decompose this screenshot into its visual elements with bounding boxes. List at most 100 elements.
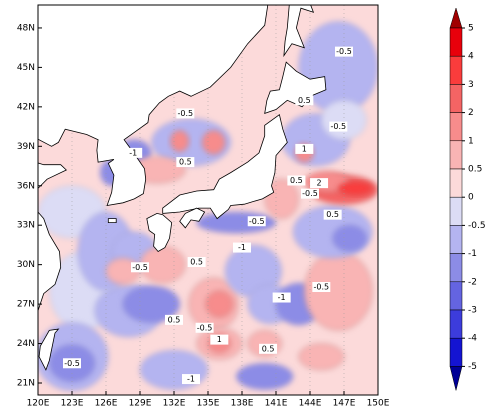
contour-label: 0.5 [179, 158, 192, 167]
anomaly-patch [205, 290, 234, 318]
anomaly-patch [122, 285, 180, 323]
colorbar-bin [449, 168, 463, 198]
colorbar-bin [449, 337, 463, 367]
contour-label: -0.5 [132, 263, 148, 272]
y-tick-label: 30N [17, 260, 35, 270]
contour-label-bg [130, 262, 149, 273]
colorbar-label: -3 [468, 306, 477, 316]
contour-label-bg [181, 374, 200, 385]
y-tick-label: 48N [17, 23, 35, 33]
y-tick-label: 42N [17, 102, 35, 112]
landmass [38, 5, 269, 312]
y-tick-label: 39N [17, 142, 35, 152]
anomaly-patch [170, 130, 189, 152]
x-tick-label: 141E [265, 399, 288, 408]
colorbar-label: -1 [468, 249, 477, 259]
contour-label-bg [334, 46, 353, 57]
x-tick-label: 138E [231, 399, 254, 408]
colorbar-bin [449, 84, 463, 113]
contour-label-bg [323, 209, 342, 220]
landmass [146, 212, 173, 253]
colorbar-label: -5 [468, 362, 477, 372]
colorbar-bin [449, 225, 463, 254]
contour-label-bg [272, 292, 291, 303]
colorbar-label: 0.5 [468, 165, 482, 175]
colorbar-bin [449, 196, 463, 226]
contour-label-bg [62, 358, 81, 369]
contour-label-bg [295, 143, 314, 154]
contour-label: -1 [129, 148, 137, 157]
y-tick-label: 21N [17, 379, 35, 389]
landmass [283, 5, 315, 58]
x-tick-label: 150E [367, 399, 390, 408]
contour-label: -0.5 [314, 283, 330, 292]
anomaly-patch [338, 181, 373, 196]
contour-label: -1 [187, 375, 195, 384]
contour-label-bg [187, 257, 206, 268]
anomaly-patch [202, 130, 226, 155]
x-tick-label: 126E [95, 399, 118, 408]
contour-label-bg [124, 147, 143, 158]
anomaly-patch [332, 225, 367, 252]
contour-label-bg [247, 216, 266, 227]
contour-label-bg [295, 95, 314, 106]
anomaly-patch [264, 178, 299, 219]
landmass [162, 114, 288, 220]
anomaly-patch [298, 343, 345, 371]
colorbar-label: 0 [468, 193, 474, 203]
colorbar-bin [449, 281, 463, 311]
y-tick-label: 24N [17, 339, 35, 349]
contour-label-bg [210, 334, 229, 345]
contour-label-bg [329, 121, 348, 132]
contour-label-bg [300, 188, 319, 199]
colorbar-label: -2 [468, 277, 477, 287]
landmass [179, 207, 206, 229]
contour-label-bg [195, 322, 214, 333]
y-tick-label: 36N [17, 181, 35, 191]
colorbar-bin [449, 112, 463, 142]
colorbar-bin [449, 140, 463, 170]
x-tick-label: 120E [27, 399, 50, 408]
landmass [107, 218, 117, 223]
anomaly-patch [236, 363, 294, 390]
colorbar-label: 5 [468, 24, 474, 34]
contour-label: 0.5 [326, 210, 339, 219]
contour-label: -0.5 [64, 359, 80, 368]
contour-label: 1 [217, 335, 222, 344]
x-tick-label: 132E [163, 399, 186, 408]
colorbar-label: 3 [468, 80, 474, 90]
colorbar-under [449, 366, 463, 391]
colorbar-label: 1 [468, 136, 474, 146]
contour-label: 0.5 [290, 176, 303, 185]
contour-label: -0.5 [331, 122, 347, 131]
contour-label: 2 [317, 179, 322, 188]
contour-label: -0.5 [302, 189, 318, 198]
map-axes: 120E 123E 126E 129E 132E 135E 138E 141E 144E 147E… [17, 23, 390, 408]
colorbar-over [449, 7, 463, 29]
contour-label-bg [310, 178, 329, 189]
land [38, 5, 327, 371]
contour-label: -0.5 [178, 109, 194, 118]
contour-label: 0.5 [298, 96, 311, 105]
contour-label: -0.5 [336, 47, 352, 56]
contour-label-bg [232, 242, 251, 253]
colorbar-label: 2 [468, 108, 474, 118]
contour-label-bg [259, 343, 278, 354]
contour-labels: -0.5 0.5 -1 -0.5 -1 0.5 -0.5 0.5 -1 -0.5 -0.5 1 0.5 -… [62, 46, 353, 385]
colorbar-label: -0.5 [468, 221, 486, 231]
contour-label: -0.5 [249, 217, 265, 226]
x-tick-label: 144E [299, 399, 322, 408]
contour-label-bg [287, 175, 306, 186]
x-tick-label: 123E [61, 399, 84, 408]
y-tick-label: 45N [17, 63, 35, 73]
landmass [264, 61, 327, 114]
colorbar: 5 4 3 2 1 0.5 0 -0.5 -1 -2 -3 -4 -5 [449, 7, 486, 391]
contour-label-bg [176, 157, 195, 168]
contour-label: 1 [302, 144, 307, 153]
contour-label: -1 [278, 293, 286, 302]
colorbar-bin [449, 55, 463, 85]
colorbar-bin [449, 253, 463, 283]
x-tick-label: 135E [197, 399, 220, 408]
colorbar-label: -4 [468, 334, 477, 344]
